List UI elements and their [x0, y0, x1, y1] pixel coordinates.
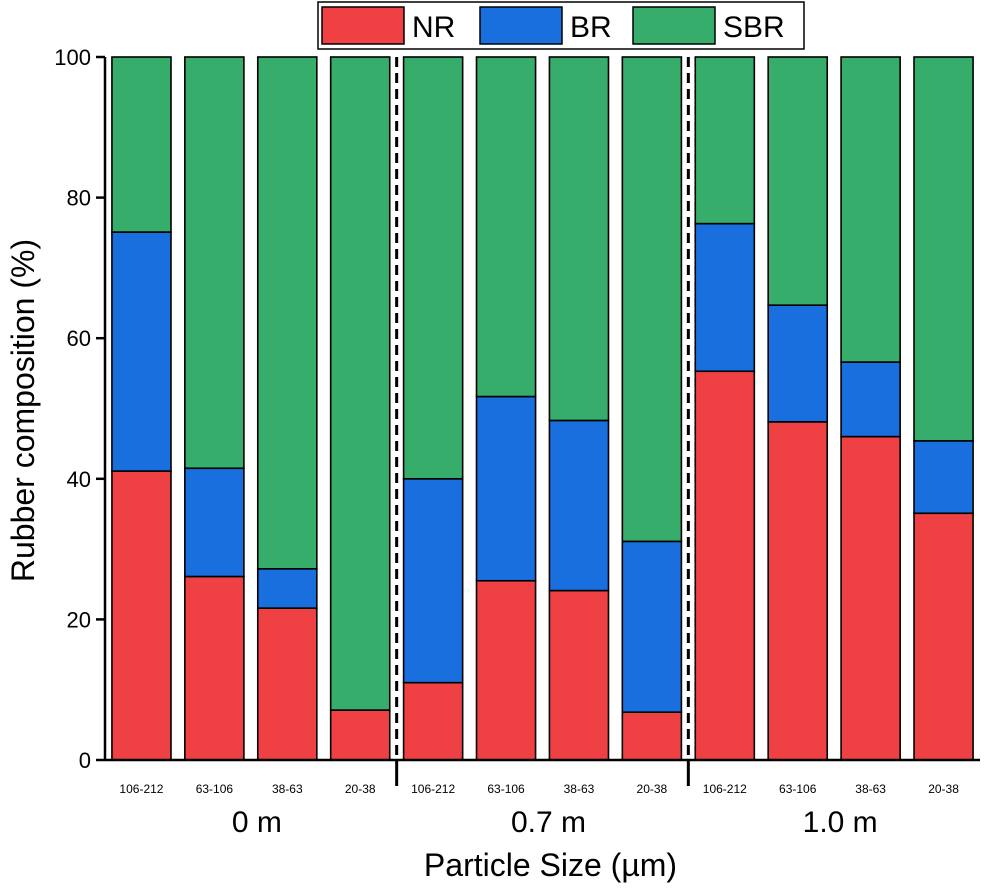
- legend-swatch-nr: [321, 6, 405, 45]
- x-axis-title: Particle Size (µm): [424, 847, 677, 883]
- bar-sbr-4: [402, 56, 464, 480]
- x-tick-label-6: 38-63: [564, 782, 595, 796]
- bar-nr-0: [111, 470, 172, 761]
- bar-nr-10: [840, 435, 901, 761]
- bar-br-11: [913, 440, 974, 515]
- bar-sbr-1: [184, 56, 245, 470]
- legend-swatch-sbr: [632, 6, 716, 45]
- bar-sbr-8: [694, 56, 756, 225]
- bar-nr-7: [621, 711, 683, 761]
- bar-nr-5: [475, 579, 537, 761]
- y-tick-label-5: 100: [54, 45, 91, 70]
- bar-sbr-9: [767, 56, 829, 306]
- x-tick-label-8: 106-212: [703, 782, 747, 796]
- bar-sbr-6: [548, 56, 610, 422]
- group-separators: [395, 57, 690, 786]
- bar-nr-9: [767, 421, 829, 761]
- bar-br-4: [402, 477, 464, 684]
- bar-br-5: [475, 395, 537, 582]
- legend-label-nr: NR: [412, 11, 455, 44]
- legend-label-sbr: SBR: [723, 11, 785, 44]
- bar-nr-11: [913, 512, 974, 761]
- bar-nr-1: [184, 575, 245, 761]
- x-tick-label-5: 63-106: [487, 782, 525, 796]
- y-tick-label-4: 80: [67, 186, 91, 211]
- bars: [111, 56, 974, 761]
- bar-sbr-5: [475, 56, 537, 398]
- bar-br-10: [840, 361, 901, 438]
- legend: NR BR SBR: [317, 1, 805, 50]
- bar-sbr-0: [111, 56, 172, 233]
- legend-swatch-br: [479, 6, 563, 45]
- x-tick-label-3: 20-38: [345, 782, 376, 796]
- bar-br-7: [621, 540, 683, 713]
- group-label-2: 1.0 m: [803, 806, 878, 839]
- y-tick-label-1: 20: [67, 607, 91, 632]
- bar-br-2: [256, 567, 318, 609]
- y-tick-label-2: 40: [67, 467, 91, 492]
- bar-br-1: [184, 467, 245, 578]
- y-axis-ticks: 0 20 40 60 80 100: [54, 45, 105, 773]
- bar-sbr-2: [256, 56, 318, 570]
- bar-nr-8: [694, 370, 756, 761]
- y-tick-label-0: 0: [79, 748, 91, 773]
- bar-sbr-3: [329, 56, 391, 711]
- x-axis-categories: 106-212 63-106 38-63 20-38 106-212 63-106 38-6…: [119, 782, 959, 796]
- bar-br-8: [694, 222, 756, 373]
- bar-br-0: [111, 231, 172, 472]
- bar-nr-6: [548, 589, 610, 761]
- x-tick-label-0: 106-212: [119, 782, 163, 796]
- legend-label-br: BR: [570, 11, 612, 44]
- group-label-0: 0 m: [232, 806, 282, 839]
- bar-br-9: [767, 304, 829, 423]
- bar-nr-4: [402, 681, 464, 761]
- bar-sbr-11: [913, 56, 974, 442]
- group-label-1: 0.7 m: [511, 806, 586, 839]
- bar-nr-3: [329, 709, 391, 761]
- x-tick-label-1: 63-106: [196, 782, 234, 796]
- bar-nr-2: [256, 607, 318, 761]
- bar-br-6: [548, 419, 610, 592]
- group-labels: 0 m 0.7 m 1.0 m: [232, 806, 878, 839]
- x-tick-label-9: 63-106: [779, 782, 817, 796]
- x-tick-label-10: 38-63: [855, 782, 886, 796]
- x-tick-label-2: 38-63: [272, 782, 303, 796]
- x-tick-label-4: 106-212: [411, 782, 455, 796]
- x-tick-label-7: 20-38: [637, 782, 668, 796]
- bar-sbr-10: [840, 56, 901, 363]
- y-tick-label-3: 60: [67, 326, 91, 351]
- y-axis-title: Rubber composition (%): [5, 239, 41, 582]
- x-tick-label-11: 20-38: [928, 782, 959, 796]
- bar-sbr-7: [621, 56, 683, 543]
